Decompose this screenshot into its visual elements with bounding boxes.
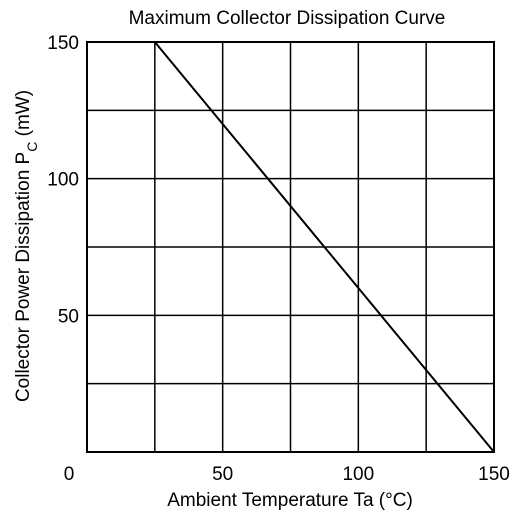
x-axis-label: Ambient Temperature Ta (°C) bbox=[167, 490, 413, 511]
x-tick-label: 0 bbox=[64, 464, 75, 485]
y-axis-label: Collector Power Dissipation PC (mW) bbox=[13, 90, 40, 402]
x-tick-labels: 0 50 100 150 bbox=[64, 464, 510, 485]
plot-frame bbox=[86, 41, 495, 453]
x-tick-label: 150 bbox=[478, 464, 510, 485]
dissipation-curve-line bbox=[154, 41, 495, 453]
series-group bbox=[154, 41, 495, 453]
x-tick-label: 50 bbox=[212, 464, 233, 485]
y-axis-label-main: Collector Power Dissipation P bbox=[13, 152, 34, 402]
y-tick-label: 50 bbox=[58, 306, 79, 327]
y-tick-label: 100 bbox=[47, 170, 79, 191]
y-tick-labels: 50 100 150 bbox=[47, 33, 79, 327]
y-axis-label-subscript: C bbox=[24, 142, 40, 152]
y-axis-label-unit: (mW) bbox=[13, 90, 34, 142]
y-tick-label: 150 bbox=[47, 33, 79, 54]
chart-title: Maximum Collector Dissipation Curve bbox=[129, 8, 446, 29]
grid-lines bbox=[87, 42, 494, 452]
x-tick-label: 100 bbox=[342, 464, 374, 485]
